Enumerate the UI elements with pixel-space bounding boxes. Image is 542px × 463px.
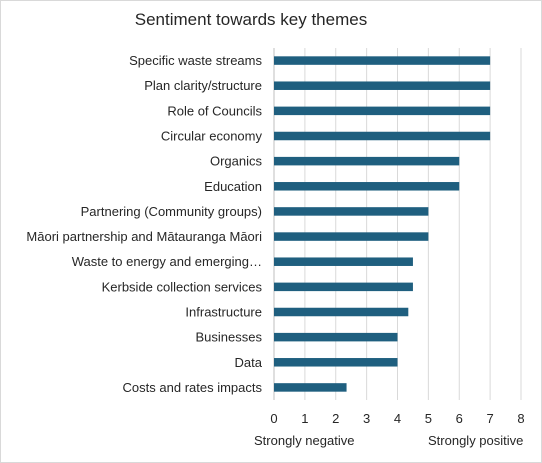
x-tick-label: 1 [301, 411, 308, 426]
bar [274, 232, 429, 241]
x-tick-label: 3 [363, 411, 370, 426]
gridlines [273, 48, 522, 400]
bars [274, 56, 491, 392]
chart-title: Sentiment towards key themes [134, 10, 368, 29]
category-label: Māori partnership and Mātauranga Māori [26, 229, 262, 244]
bar [274, 358, 398, 367]
category-label: Organics [210, 154, 263, 169]
bar [274, 307, 409, 317]
x-tick-labels: 0 1 2 3 4 5 6 7 8 [270, 411, 524, 426]
category-labels: Specific waste streams Plan clarity/struc… [26, 53, 262, 395]
bar [274, 332, 398, 342]
category-label: Plan clarity/structure [144, 78, 262, 93]
bar [274, 182, 460, 191]
bar [274, 383, 347, 392]
x-tick-label: 8 [517, 411, 524, 426]
bar [274, 131, 491, 141]
bar [274, 257, 413, 266]
category-label: Role of Councils [167, 103, 262, 118]
x-tick-label: 5 [425, 411, 432, 426]
category-label: Partnering (Community groups) [81, 204, 262, 219]
bar [274, 156, 460, 166]
category-label: Education [204, 179, 262, 194]
x-tick-label: 6 [456, 411, 463, 426]
x-tick-label: 0 [270, 411, 277, 426]
x-axis-left-label: Strongly negative [254, 433, 355, 448]
bar [274, 207, 429, 216]
x-axis-right-label: Strongly positive [428, 433, 524, 448]
bar [274, 81, 491, 90]
category-label: Data [235, 355, 263, 370]
x-tick-label: 4 [394, 411, 401, 426]
bar [274, 56, 491, 65]
category-label: Specific waste streams [129, 53, 262, 68]
bar [274, 106, 491, 116]
category-label: Infrastructure [185, 305, 262, 320]
x-tick-label: 7 [487, 411, 494, 426]
category-label: Circular economy [161, 129, 263, 144]
category-label: Businesses [196, 330, 263, 345]
x-tick-label: 2 [332, 411, 339, 426]
category-label: Costs and rates impacts [123, 380, 263, 395]
category-label: Kerbside collection services [102, 279, 263, 294]
bar [274, 282, 413, 292]
category-label: Waste to energy and emerging… [72, 254, 262, 269]
